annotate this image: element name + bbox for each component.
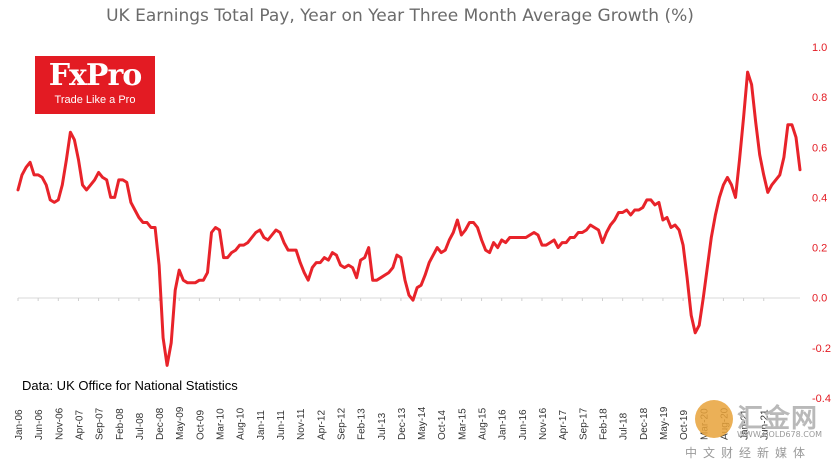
y-tick-label: 0.8 [812, 92, 827, 104]
x-tick-label: Aug-10 [236, 407, 247, 440]
y-tick-label: -0.4 [812, 393, 831, 405]
x-tick-label: Apr-12 [316, 410, 327, 440]
x-tick-label: Aug-15 [478, 407, 489, 440]
x-tick-label: Jul-18 [619, 412, 630, 440]
logo-name: FxPro [48, 58, 143, 93]
logo-tagline: Trade Like a Pro [54, 94, 136, 106]
x-axis-labels: Jan-06 Jun-06 Nov-06 Apr-07 Sep-07 Feb-08 Jul-… [14, 406, 771, 440]
x-tick-label: Mar-10 [216, 408, 227, 440]
x-tick-label: Nov-16 [538, 407, 549, 440]
x-tick-label: Jun-06 [34, 409, 45, 440]
x-tick-label: Oct-19 [679, 410, 690, 440]
y-tick-label: 0.0 [812, 293, 827, 305]
watermark-subtitle: 中文财经新媒体 [685, 446, 812, 460]
x-tick-label: Jan-21 [740, 409, 751, 440]
x-tick-label: Feb-08 [115, 408, 126, 440]
x-tick-label: Jan-06 [14, 409, 25, 440]
x-tick-label: May-09 [175, 406, 186, 440]
y-tick-label: 0.2 [812, 243, 827, 255]
watermark-coin-icon [695, 400, 733, 438]
x-tick-label: Jun-21 [760, 409, 771, 440]
x-tick-label: Mar-15 [457, 408, 468, 440]
x-tick-label: Sep-07 [95, 407, 106, 440]
x-tick-label: May-19 [659, 406, 670, 440]
x-tick-label: Apr-17 [558, 410, 569, 440]
x-tick-label: Oct-14 [437, 410, 448, 440]
y-tick-label: -0.2 [812, 343, 831, 355]
x-tick-label: Jun-16 [518, 409, 529, 440]
watermark-domain: WWW.GOLD678.COM [737, 430, 823, 439]
watermark-name: 汇金网 [737, 404, 819, 434]
x-tick-label: Feb-18 [598, 408, 609, 440]
x-tick-label: Oct-09 [195, 410, 206, 440]
x-tick-label: Nov-06 [54, 407, 65, 440]
x-tick-label: Jan-11 [256, 410, 267, 440]
y-axis-labels: 1.0 0.8 0.6 0.4 0.2 0.0 -0.2 -0.4 [812, 42, 831, 405]
x-tick-label: Feb-13 [357, 408, 368, 440]
x-axis-tick-marks [17, 298, 765, 301]
x-tick-label: Apr-07 [74, 410, 85, 440]
fxpro-logo: FxPro Trade Like a Pro [35, 56, 155, 114]
y-tick-label: 0.4 [812, 192, 827, 204]
x-tick-label: Dec-08 [155, 407, 166, 440]
x-tick-label: Dec-13 [397, 407, 408, 440]
x-tick-label: Jul-08 [135, 412, 146, 440]
y-tick-label: 1.0 [812, 42, 827, 54]
x-tick-label: Sep-17 [578, 407, 589, 440]
x-tick-label: May-14 [417, 406, 428, 440]
x-tick-label: Sep-12 [336, 407, 347, 440]
x-tick-label: Jun-11 [276, 410, 287, 440]
series-line-earnings-growth [16, 70, 802, 367]
source-note: Data: UK Office for National Statistics [22, 378, 238, 393]
x-tick-label: Dec-18 [639, 407, 650, 440]
x-tick-label: Jan-16 [498, 409, 509, 440]
x-tick-label: Nov-11 [296, 408, 307, 440]
x-tick-label: Jul-13 [377, 412, 388, 440]
y-tick-label: 0.6 [812, 142, 827, 154]
chart-title: UK Earnings Total Pay, Year on Year Thre… [106, 6, 694, 26]
watermark: 汇金网 WWW.GOLD678.COM 中文财经新媒体 [685, 398, 830, 466]
